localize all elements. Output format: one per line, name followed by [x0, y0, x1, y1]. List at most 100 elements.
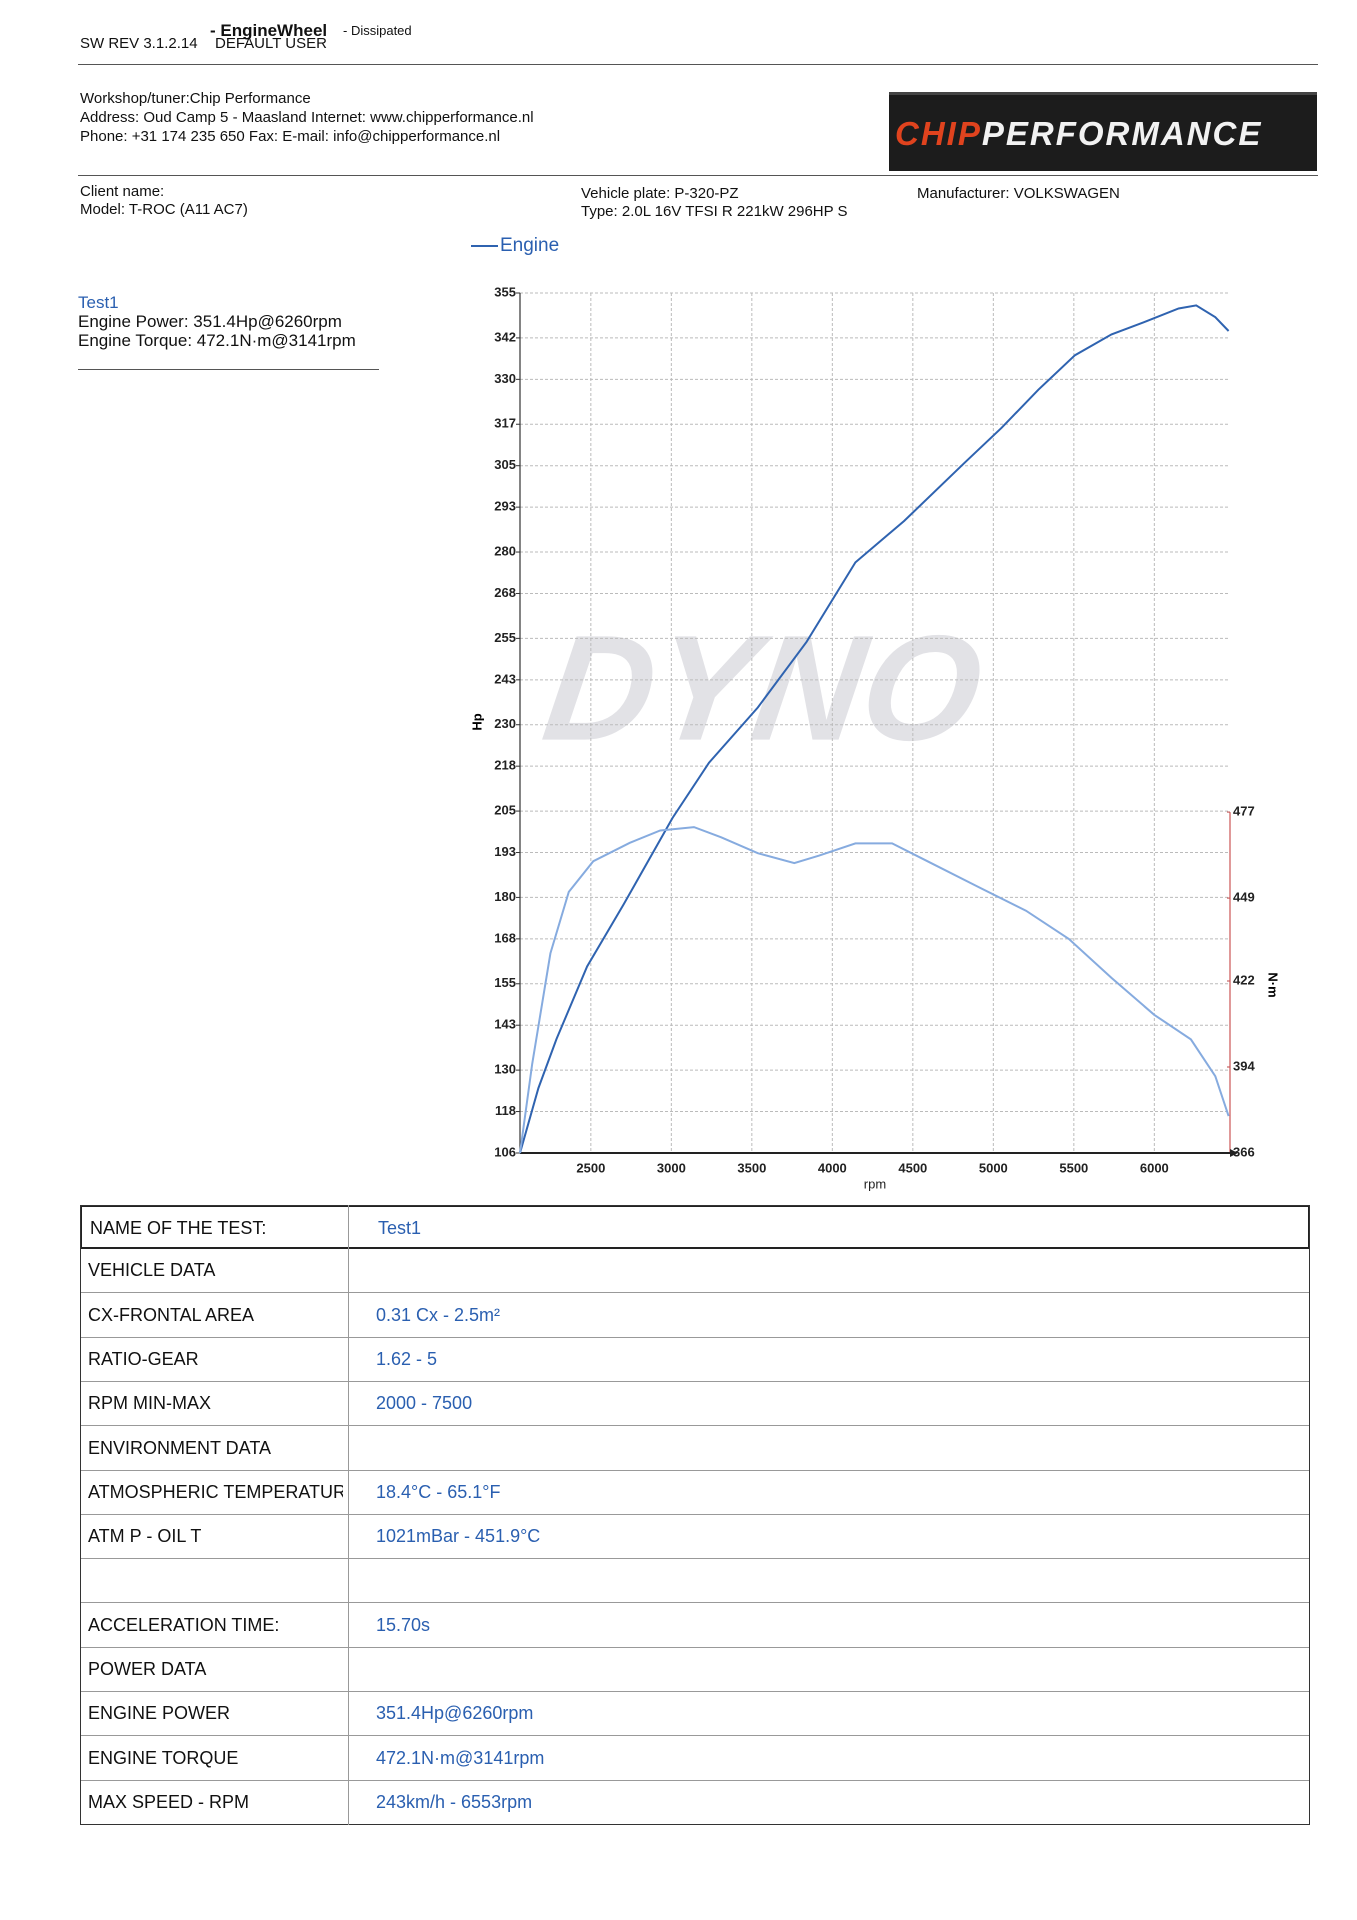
- title: - EngineWheel: [210, 21, 328, 40]
- manufacturer: Manufacturer: VOLKSWAGEN: [917, 185, 1120, 202]
- y-tick-label: 155: [494, 975, 516, 990]
- row-label: CX-FRONTAL AREA: [88, 1304, 255, 1325]
- y2-tick-label: 422: [1233, 972, 1255, 987]
- engine-power: Engine Power: 351.4Hp@6260rpm: [78, 312, 342, 331]
- row-label: RPM MIN-MAX: [88, 1393, 211, 1414]
- table-row: MAX SPEED - RPM 243km/h - 6553rpm: [80, 1781, 1310, 1825]
- table-row: ENVIRONMENT DATA: [80, 1427, 1310, 1471]
- y-tick-label: 218: [494, 758, 516, 773]
- test-name: Test1: [78, 293, 119, 312]
- x-tick-label: 6000: [1140, 1160, 1169, 1175]
- workshop-line: Address: Oud Camp 5 - Maasland Internet:…: [80, 109, 534, 126]
- workshop-line: Workshop/tuner:Chip Performance: [80, 90, 311, 107]
- rule: [78, 64, 1318, 65]
- row-label: RATIO-GEAR: [88, 1348, 199, 1369]
- row-value: 351.4Hp@6260rpm: [376, 1703, 534, 1724]
- row-label: NAME OF THE TEST:: [90, 1218, 267, 1238]
- table-row: ATMOSPHERIC TEMPERATURE 18.4°C - 65.1°F: [80, 1471, 1310, 1515]
- logo-chip: CHIP: [895, 115, 982, 152]
- row-value: 2000 - 7500: [376, 1393, 473, 1414]
- x-axis-label: rpm: [864, 1176, 886, 1191]
- y2-tick-label: 477: [1233, 804, 1255, 819]
- row-value: 15.70s: [376, 1614, 431, 1635]
- legend-label: Engine: [500, 235, 559, 256]
- y2-axis-label: N·m: [1266, 972, 1281, 997]
- table-row: VEHICLE DATA: [80, 1249, 1310, 1294]
- row-label: ENVIRONMENT DATA: [88, 1437, 272, 1458]
- table-row: RATIO-GEAR 1.62 - 5: [80, 1338, 1310, 1382]
- rule: [78, 175, 1318, 176]
- y-tick-label: 268: [494, 585, 516, 600]
- table-divider: [348, 1205, 349, 1826]
- table-row: ENGINE TORQUE 472.1N·m@3141rpm: [80, 1737, 1310, 1781]
- row-label: ATM P - OIL T: [88, 1526, 202, 1547]
- y-tick-label: 355: [494, 284, 516, 299]
- y-tick-label: 243: [494, 671, 516, 686]
- y-tick-label: 255: [494, 630, 516, 645]
- type: Type: 2.0L 16V TFSI R 221kW 296HP S: [581, 203, 848, 220]
- y-tick-label: 118: [495, 1103, 516, 1118]
- subtitle: - Dissipated: [343, 23, 412, 38]
- y2-tick-label: 449: [1233, 890, 1255, 905]
- y-tick-label: 143: [494, 1017, 516, 1032]
- x-tick-label: 2500: [576, 1160, 605, 1175]
- row-value: 472.1N·m@3141rpm: [376, 1747, 545, 1768]
- table-row: RPM MIN-MAX 2000 - 7500: [80, 1382, 1310, 1427]
- user: DEFAULT USER: [215, 35, 327, 52]
- y2-tick-label: 366: [1233, 1144, 1255, 1159]
- y-tick-label: 305: [494, 457, 516, 472]
- table-frame: [80, 1205, 1310, 1826]
- row-value: 18.4°C - 65.1°F: [376, 1481, 501, 1502]
- y-tick-label: 280: [494, 543, 516, 558]
- row-label: MAX SPEED - RPM: [88, 1791, 250, 1812]
- y-tick-label: 193: [494, 844, 516, 859]
- y-tick-label: 230: [494, 716, 516, 731]
- table-row: ATM P - OIL T 1021mBar - 451.9°C: [80, 1515, 1310, 1560]
- y-tick-label: 205: [494, 803, 516, 818]
- x-tick-label: 4000: [818, 1160, 847, 1175]
- y-tick-label: 342: [494, 329, 516, 344]
- watermark: DYNO: [535, 604, 992, 771]
- y-tick-label: 130: [494, 1062, 516, 1077]
- x-axis-arrow: [1230, 1149, 1238, 1157]
- row-label: ATMOSPHERIC TEMPERATURE: [88, 1481, 343, 1502]
- client-name: Client name:: [80, 183, 165, 200]
- logo: CHIPPERFORMANCE: [889, 92, 1317, 171]
- row-value: 243km/h - 6553rpm: [376, 1791, 533, 1812]
- y2-tick-label: 394: [1233, 1058, 1255, 1073]
- series-line: [519, 826, 1230, 1154]
- table-row: ENGINE POWER 351.4Hp@6260rpm: [80, 1692, 1310, 1737]
- engine-torque: Engine Torque: 472.1N·m@3141rpm: [78, 331, 356, 350]
- table-row: ACCELERATION TIME: 15.70s: [80, 1604, 1310, 1648]
- workshop-line: Phone: +31 174 235 650 Fax: E-mail: info…: [80, 128, 501, 145]
- y-tick-label: 168: [494, 930, 516, 945]
- y-tick-label: 293: [494, 499, 516, 514]
- rule: [78, 369, 379, 370]
- table-row: CX-FRONTAL AREA 0.31 Cx - 2.5m²: [80, 1294, 1310, 1338]
- vehicle-plate: Vehicle plate: P-320-PZ: [581, 185, 739, 202]
- model: Model: T-ROC (A11 AC7): [80, 201, 248, 218]
- row-value: 1021mBar - 451.9°C: [376, 1526, 541, 1547]
- table-row-blank: [80, 1559, 1310, 1604]
- x-tick-label: 4500: [898, 1160, 927, 1175]
- y-axis-label: Hp: [469, 713, 484, 730]
- x-tick-label: 3500: [737, 1160, 766, 1175]
- logo-performance: PERFORMANCE: [981, 115, 1263, 152]
- series-line: [519, 304, 1230, 1154]
- row-value: 1.62 - 5: [376, 1348, 438, 1369]
- x-tick-label: 5000: [979, 1160, 1008, 1175]
- row-value: Test1: [378, 1218, 422, 1238]
- x-tick-label: 5500: [1059, 1160, 1088, 1175]
- sw-rev: SW REV 3.1.2.14: [80, 35, 198, 52]
- row-value: 0.31 Cx - 2.5m²: [376, 1304, 501, 1325]
- row-label: ACCELERATION TIME:: [88, 1614, 280, 1635]
- y-tick-label: 317: [494, 416, 516, 431]
- y-tick-label: 180: [494, 889, 516, 904]
- y-tick-label: 106: [494, 1144, 516, 1159]
- row-label: VEHICLE DATA: [88, 1260, 216, 1281]
- table-row: POWER DATA: [80, 1648, 1310, 1692]
- y-tick-label: 330: [494, 371, 516, 386]
- row-label: POWER DATA: [88, 1659, 207, 1679]
